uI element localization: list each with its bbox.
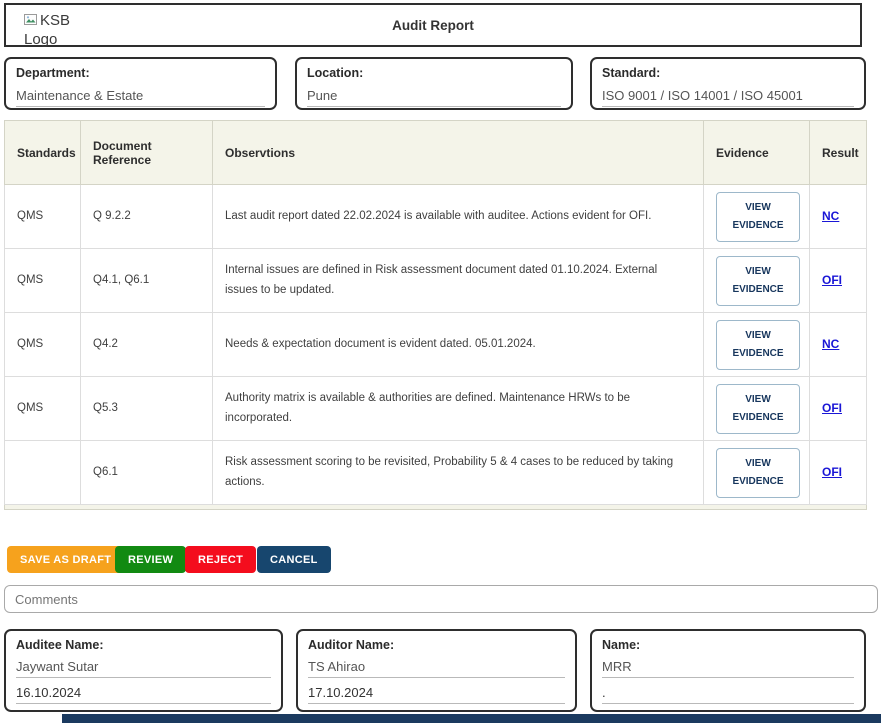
observation-cell: Needs & expectation document is evident … bbox=[213, 313, 704, 377]
auditor-name-label: Auditor Name: bbox=[308, 638, 565, 652]
doc-ref-cell: Q 9.2.2 bbox=[81, 185, 213, 249]
table-row: Q6.1 Risk assessment scoring to be revis… bbox=[5, 441, 867, 505]
view-evidence-button[interactable]: VIEW EVIDENCE bbox=[716, 256, 800, 306]
department-input[interactable] bbox=[16, 88, 265, 107]
doc-ref-cell: Q6.1 bbox=[81, 441, 213, 505]
doc-ref-cell: Q4.1, Q6.1 bbox=[81, 249, 213, 313]
location-input[interactable] bbox=[307, 88, 561, 107]
auditee-date-input[interactable] bbox=[16, 685, 271, 704]
review-button[interactable]: REVIEW bbox=[115, 546, 186, 573]
standard-cell: QMS bbox=[5, 313, 81, 377]
auditor-name-input[interactable] bbox=[308, 659, 565, 678]
name-box: Name: bbox=[590, 629, 866, 712]
observation-cell: Internal issues are defined in Risk asse… bbox=[213, 249, 704, 313]
header-doc-reference: Document Reference bbox=[81, 121, 213, 185]
view-evidence-button[interactable]: VIEW EVIDENCE bbox=[716, 192, 800, 242]
department-label: Department: bbox=[16, 66, 265, 80]
view-evidence-button[interactable]: VIEW EVIDENCE bbox=[716, 384, 800, 434]
result-link[interactable]: OFI bbox=[822, 465, 842, 479]
standard-label: Standard: bbox=[602, 66, 854, 80]
auditee-box: Auditee Name: bbox=[4, 629, 283, 712]
table-row: QMS Q4.1, Q6.1 Internal issues are defin… bbox=[5, 249, 867, 313]
auditor-date-input[interactable] bbox=[308, 685, 565, 704]
standard-cell bbox=[5, 441, 81, 505]
view-evidence-button[interactable]: VIEW EVIDENCE bbox=[716, 448, 800, 498]
header-result: Result bbox=[810, 121, 867, 185]
table-row: QMS Q 9.2.2 Last audit report dated 22.0… bbox=[5, 185, 867, 249]
comments-input[interactable] bbox=[4, 585, 878, 613]
location-box: Location: bbox=[295, 57, 573, 110]
result-link[interactable]: NC bbox=[822, 209, 839, 223]
header-evidence: Evidence bbox=[704, 121, 810, 185]
observations-table: Standards Document Reference Observtions… bbox=[4, 120, 867, 510]
reject-button[interactable]: REJECT bbox=[185, 546, 256, 573]
doc-ref-cell: Q5.3 bbox=[81, 377, 213, 441]
cancel-button[interactable]: CANCEL bbox=[257, 546, 331, 573]
standard-box: Standard: bbox=[590, 57, 866, 110]
table-row: QMS Q5.3 Authority matrix is available &… bbox=[5, 377, 867, 441]
save-as-draft-button[interactable]: SAVE AS DRAFT bbox=[7, 546, 124, 573]
standard-cell: QMS bbox=[5, 185, 81, 249]
standard-cell: QMS bbox=[5, 249, 81, 313]
name-date-input[interactable] bbox=[602, 685, 854, 704]
page-title: Audit Report bbox=[6, 18, 860, 33]
standard-cell: QMS bbox=[5, 377, 81, 441]
result-link[interactable]: NC bbox=[822, 337, 839, 351]
bottom-navy-bar bbox=[62, 714, 881, 723]
table-header-row: Standards Document Reference Observtions… bbox=[5, 121, 867, 185]
department-box: Department: bbox=[4, 57, 277, 110]
header-observations: Observtions bbox=[213, 121, 704, 185]
header-standards: Standards bbox=[5, 121, 81, 185]
report-header: KSB Logo Audit Report bbox=[4, 3, 862, 47]
auditee-name-label: Auditee Name: bbox=[16, 638, 271, 652]
view-evidence-button[interactable]: VIEW EVIDENCE bbox=[716, 320, 800, 370]
result-link[interactable]: OFI bbox=[822, 401, 842, 415]
result-link[interactable]: OFI bbox=[822, 273, 842, 287]
name-input[interactable] bbox=[602, 659, 854, 678]
table-footer-strip bbox=[5, 505, 867, 510]
location-label: Location: bbox=[307, 66, 561, 80]
observation-cell: Authority matrix is available & authorit… bbox=[213, 377, 704, 441]
observation-cell: Risk assessment scoring to be revisited,… bbox=[213, 441, 704, 505]
doc-ref-cell: Q4.2 bbox=[81, 313, 213, 377]
auditee-name-input[interactable] bbox=[16, 659, 271, 678]
table-row: QMS Q4.2 Needs & expectation document is… bbox=[5, 313, 867, 377]
observation-cell: Last audit report dated 22.02.2024 is av… bbox=[213, 185, 704, 249]
auditor-box: Auditor Name: bbox=[296, 629, 577, 712]
standard-input[interactable] bbox=[602, 88, 854, 107]
name-label: Name: bbox=[602, 638, 854, 652]
